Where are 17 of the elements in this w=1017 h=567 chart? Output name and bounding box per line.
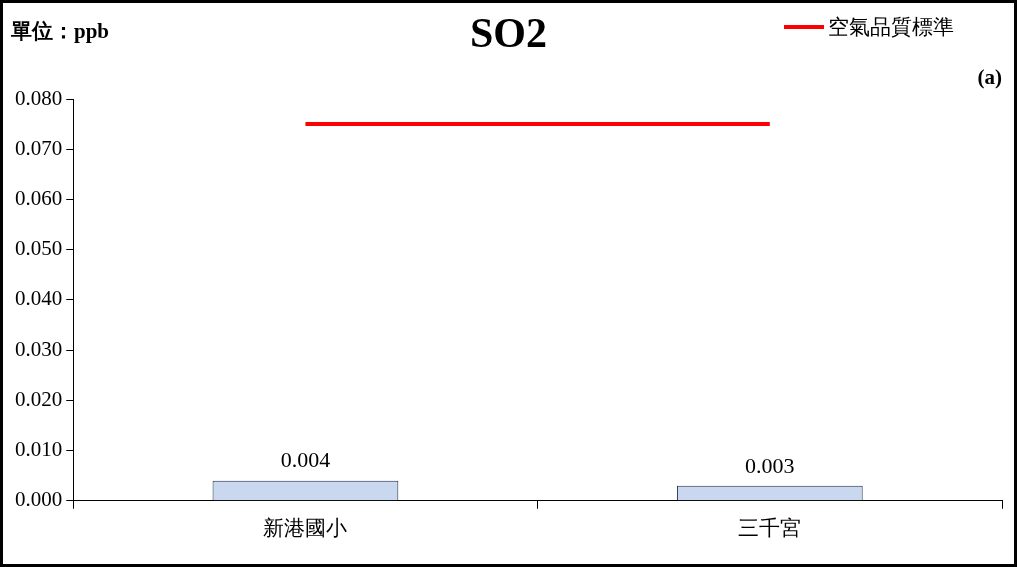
x-tick-label: 三千宮 <box>738 515 802 540</box>
y-tick-label: 0.080 <box>15 85 63 110</box>
y-tick-label: 0.060 <box>15 185 63 210</box>
legend-label: 空氣品質標準 <box>828 14 954 41</box>
y-tick-label: 0.030 <box>15 336 63 361</box>
text: (a) <box>977 65 1002 90</box>
data-label: 0.003 <box>745 452 795 478</box>
y-axis-title: 單位：ppb <box>11 18 110 45</box>
data-label: 0.004 <box>280 447 331 473</box>
y-tick-label: 0.040 <box>15 286 63 311</box>
chart-title: SO2 <box>469 10 548 56</box>
y-tick-label: 0.020 <box>15 386 63 411</box>
y-tick-label: 0.000 <box>15 487 63 512</box>
y-tick-label: 0.050 <box>15 236 63 261</box>
y-tick-label: 0.070 <box>15 135 63 160</box>
y-tick-label: 0.010 <box>15 437 63 462</box>
x-tick-label: 新港國小 <box>263 515 348 540</box>
